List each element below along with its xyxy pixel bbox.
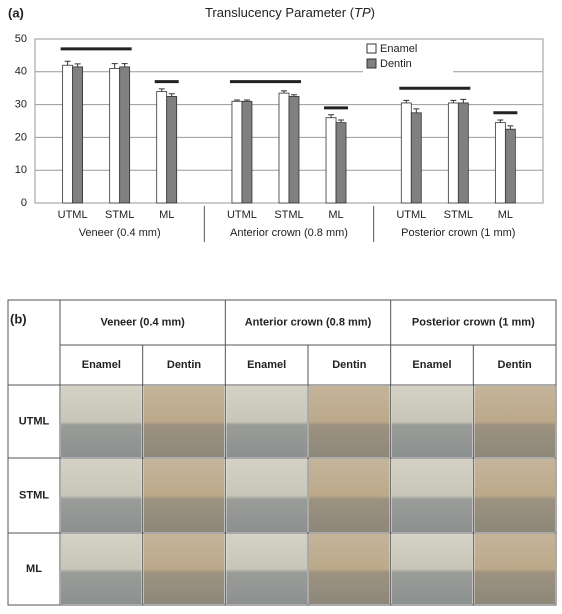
x-tick-label: STML [274, 209, 303, 221]
x-tick-label: STML [105, 209, 134, 221]
sub-header: Dentin [498, 359, 533, 371]
x-tick-label: ML [498, 209, 513, 221]
legend-label: Dentin [380, 58, 412, 70]
bar [156, 91, 168, 204]
group-label: Posterior crown (1 mm) [401, 227, 515, 239]
error-bar [328, 114, 335, 118]
photo [391, 534, 473, 604]
bar [288, 96, 300, 204]
bar [109, 68, 121, 204]
photo [391, 459, 473, 532]
photo [474, 386, 555, 457]
photo [143, 459, 225, 532]
column-group: Veneer (0.4 mm) [100, 316, 185, 328]
photo [226, 534, 307, 604]
sub-header: Dentin [167, 359, 202, 371]
photo [61, 386, 142, 457]
title-part: Translucency Parameter ( [205, 5, 355, 20]
bar [400, 102, 412, 204]
x-tick-label: UTML [227, 209, 257, 221]
error-bar [460, 98, 467, 103]
photo [309, 386, 390, 457]
x-tick-label: UTML [58, 209, 88, 221]
error-bar [403, 99, 410, 103]
bar [457, 102, 469, 204]
error-bar [74, 63, 81, 67]
bar [241, 100, 253, 204]
table-frame [7, 299, 557, 606]
legend-label: Enamel [380, 43, 417, 55]
x-tick-label: STML [444, 209, 473, 221]
column-group: Anterior crown (0.8 mm) [245, 316, 372, 328]
error-bar [243, 99, 250, 102]
photo [309, 459, 390, 532]
bar [335, 122, 347, 204]
bar [494, 122, 506, 204]
bar [119, 66, 131, 204]
panel-label: (a) [8, 5, 24, 20]
photo [143, 386, 225, 457]
title-part: TP [354, 5, 371, 20]
photo [474, 534, 555, 604]
bar [166, 96, 178, 204]
error-bar [450, 99, 457, 103]
chart-title: Translucency Parameter (TP) [205, 5, 375, 20]
photo [61, 459, 142, 532]
photo [309, 534, 390, 604]
x-tick-label: ML [159, 209, 174, 221]
bar [504, 128, 516, 204]
photo [143, 534, 225, 604]
error-bar [507, 125, 514, 130]
error-bar [168, 93, 175, 97]
x-tick-label: UTML [396, 209, 426, 221]
bar [410, 112, 422, 204]
legend-swatch [366, 43, 377, 54]
y-tick-label: 50 [15, 33, 27, 45]
error-bar [291, 94, 297, 97]
error-bar [121, 63, 128, 67]
error-bar [338, 119, 345, 123]
group-label: Anterior crown (0.8 mm) [230, 227, 348, 239]
panel-label: (b) [10, 311, 27, 326]
photo [226, 459, 307, 532]
bar [325, 117, 337, 204]
error-bar [64, 60, 71, 66]
y-tick-label: 30 [15, 99, 27, 111]
y-tick-label: 0 [21, 197, 27, 209]
photo [61, 534, 142, 604]
row-label: ML [26, 563, 42, 575]
bar [62, 64, 74, 204]
error-bar [233, 99, 240, 102]
legend-swatch [366, 58, 377, 69]
bar [447, 102, 459, 204]
y-tick-label: 40 [15, 66, 27, 78]
sub-header: Enamel [82, 359, 121, 371]
bar [278, 92, 290, 204]
y-tick-label: 10 [15, 164, 27, 176]
photo [391, 386, 473, 457]
title-part: ) [371, 5, 375, 20]
legend-box [363, 41, 453, 75]
y-tick-label: 20 [15, 131, 27, 143]
sub-header: Enamel [412, 359, 451, 371]
sub-header: Enamel [247, 359, 286, 371]
photo [226, 386, 307, 457]
error-bar [497, 119, 504, 123]
row-label: UTML [19, 415, 50, 427]
x-tick-label: ML [328, 209, 343, 221]
sub-header: Dentin [332, 359, 367, 371]
error-bar [281, 90, 287, 94]
row-label: STML [19, 489, 49, 501]
bar [231, 100, 243, 204]
error-bar [413, 108, 420, 113]
photo [474, 459, 555, 532]
group-label: Veneer (0.4 mm) [79, 227, 161, 239]
error-bar [111, 63, 118, 69]
column-group: Posterior crown (1 mm) [412, 316, 535, 328]
error-bar [158, 88, 165, 92]
bar [72, 66, 84, 204]
